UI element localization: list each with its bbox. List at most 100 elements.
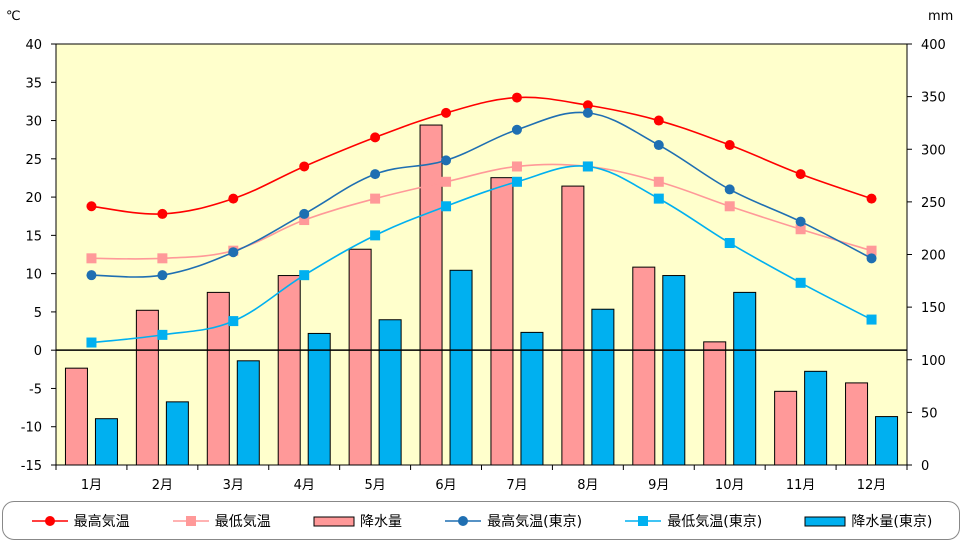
category-label: 3月 bbox=[223, 478, 244, 493]
left-tick-label: -5 bbox=[29, 382, 42, 397]
legend-label: 最高気温(東京) bbox=[487, 513, 583, 530]
category-label: 7月 bbox=[506, 478, 527, 493]
left-tick-label: 10 bbox=[25, 268, 42, 283]
bar-降水量(東京)-3月 bbox=[236, 360, 260, 466]
legend-label: 最高気温 bbox=[73, 513, 130, 530]
point-最低気温-9月 bbox=[653, 176, 664, 187]
legend: 最高気温 最低気温 降水量 最高気温(東京) 最低気温(東京) 降水量(東京) bbox=[2, 501, 960, 540]
category-label: 2月 bbox=[152, 478, 173, 493]
legend-item: 降水量(東京) bbox=[803, 511, 932, 531]
bar-降水量(東京)-2月 bbox=[165, 401, 189, 466]
point-最低気温-1月 bbox=[86, 253, 97, 264]
point-最高気温-10月 bbox=[724, 140, 735, 151]
right-tick-label: 250 bbox=[921, 196, 946, 211]
point-最高気温(東京)-1月 bbox=[86, 270, 97, 281]
bar-降水量(東京)-11月 bbox=[804, 370, 828, 466]
point-最低気温(東京)-3月 bbox=[228, 316, 239, 327]
point-最高気温-1月 bbox=[86, 201, 97, 212]
left-tick-label: 40 bbox=[25, 38, 42, 53]
point-最高気温(東京)-7月 bbox=[511, 124, 522, 135]
point-最低気温(東京)-8月 bbox=[582, 161, 593, 172]
point-最高気温-8月 bbox=[582, 100, 593, 111]
point-最低気温-5月 bbox=[370, 193, 381, 204]
category-label: 1月 bbox=[81, 478, 102, 493]
bar-降水量(東京)-7月 bbox=[520, 331, 544, 466]
point-最低気温(東京)-2月 bbox=[157, 329, 168, 340]
category-label: 12月 bbox=[857, 478, 887, 493]
plot-area bbox=[55, 43, 908, 466]
bar-降水量-6月 bbox=[419, 124, 443, 466]
point-最低気温(東京)-6月 bbox=[441, 201, 452, 212]
left-tick-label: 15 bbox=[25, 229, 42, 244]
bar-降水量-4月 bbox=[277, 275, 301, 466]
left-tick-label: 20 bbox=[25, 191, 42, 206]
point-最高気温-7月 bbox=[511, 92, 522, 103]
bar-降水量-11月 bbox=[774, 390, 798, 466]
bar-降水量-7月 bbox=[490, 177, 514, 466]
legend-swatch bbox=[172, 515, 209, 526]
point-最高気温(東京)-2月 bbox=[157, 270, 168, 281]
point-最高気温(東京)-9月 bbox=[653, 140, 664, 151]
left-tick-label: 5 bbox=[34, 306, 42, 321]
point-最高気温-4月 bbox=[299, 161, 310, 172]
category-label: 6月 bbox=[435, 478, 456, 493]
legend-item: 降水量 bbox=[312, 511, 402, 531]
legend-label: 最低気温(東京) bbox=[667, 513, 763, 530]
point-最高気温-9月 bbox=[653, 115, 664, 126]
right-tick-label: 50 bbox=[921, 406, 938, 421]
point-最高気温(東京)-4月 bbox=[299, 208, 310, 219]
bar-降水量-9月 bbox=[632, 266, 656, 466]
left-tick-label: 25 bbox=[25, 153, 42, 168]
point-最高気温(東京)-11月 bbox=[795, 216, 806, 227]
point-最高気温(東京)-5月 bbox=[370, 169, 381, 180]
left-axis-unit: ℃ bbox=[6, 9, 21, 24]
point-最低気温(東京)-5月 bbox=[370, 230, 381, 241]
legend-swatch bbox=[625, 515, 662, 526]
point-最高気温-11月 bbox=[795, 169, 806, 180]
right-tick-label: 300 bbox=[921, 143, 946, 158]
bar-降水量-5月 bbox=[348, 248, 372, 466]
left-tick-label: 0 bbox=[34, 344, 42, 359]
point-最低気温(東京)-7月 bbox=[511, 176, 522, 187]
point-最低気温-7月 bbox=[511, 161, 522, 172]
legend-label: 降水量 bbox=[359, 513, 402, 530]
bar-降水量(東京)-8月 bbox=[591, 308, 615, 466]
point-最高気温(東京)-10月 bbox=[724, 184, 735, 195]
category-label: 10月 bbox=[715, 478, 745, 493]
bar-降水量-1月 bbox=[64, 367, 88, 466]
legend-label: 最低気温 bbox=[214, 513, 271, 530]
point-最低気温-2月 bbox=[157, 253, 168, 264]
point-最低気温-12月 bbox=[866, 245, 877, 256]
bar-降水量-2月 bbox=[135, 309, 159, 466]
point-最低気温-6月 bbox=[441, 176, 452, 187]
point-最低気温(東京)-11月 bbox=[795, 277, 806, 288]
legend-swatch bbox=[313, 516, 355, 526]
point-最低気温-4月 bbox=[299, 215, 310, 226]
bar-降水量(東京)-10月 bbox=[733, 291, 757, 466]
point-最高気温(東京)-6月 bbox=[441, 155, 452, 166]
right-tick-label: 400 bbox=[921, 38, 946, 53]
category-label: 11月 bbox=[786, 478, 816, 493]
bar-降水量(東京)-9月 bbox=[662, 275, 686, 466]
right-tick-label: 200 bbox=[921, 249, 946, 264]
line-最低気温 bbox=[91, 163, 872, 260]
climate-chart: 4035302520151050-5-10-154003503002502001… bbox=[6, 9, 953, 493]
left-tick-label: 35 bbox=[25, 76, 42, 91]
line-最高気温 bbox=[91, 96, 872, 215]
right-axis-unit: mm bbox=[928, 9, 953, 24]
legend-item: 最低気温(東京) bbox=[623, 511, 762, 531]
bar-降水量-10月 bbox=[703, 341, 727, 466]
point-最低気温(東京)-1月 bbox=[86, 337, 97, 348]
bar-降水量(東京)-4月 bbox=[307, 332, 331, 466]
legend-label: 降水量(東京) bbox=[851, 513, 933, 530]
point-最低気温(東京)-12月 bbox=[866, 314, 877, 325]
right-tick-label: 100 bbox=[921, 354, 946, 369]
legend-swatch bbox=[804, 516, 846, 526]
left-tick-label: 30 bbox=[25, 115, 42, 130]
legend-item: 最高気温(東京) bbox=[443, 511, 582, 531]
point-最高気温-5月 bbox=[370, 132, 381, 143]
point-最高気温-2月 bbox=[157, 208, 168, 219]
category-label: 4月 bbox=[294, 478, 315, 493]
point-最高気温(東京)-8月 bbox=[582, 107, 593, 118]
bar-降水量(東京)-6月 bbox=[449, 269, 473, 466]
